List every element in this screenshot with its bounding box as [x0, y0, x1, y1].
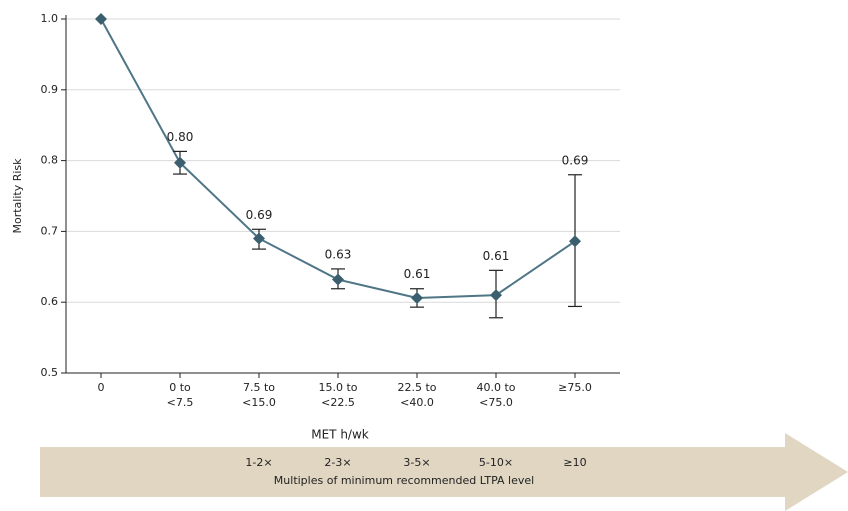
- marker: [253, 232, 265, 245]
- x-tick-label: <7.5: [167, 396, 194, 409]
- y-tick-label: 0.7: [41, 224, 59, 237]
- y-tick-label: 0.8: [41, 154, 59, 167]
- x-tick-label: <15.0: [242, 396, 276, 409]
- x-axis-label: MET h/wk: [311, 428, 369, 442]
- x-tick-label: ≥75.0: [558, 381, 592, 394]
- marker: [332, 273, 344, 286]
- y-axis-label: Mortality Risk: [11, 158, 24, 234]
- x-tick-label: 0 to: [169, 381, 191, 394]
- value-label: 0.63: [325, 247, 352, 261]
- multiple-label: 2-3×: [324, 456, 351, 469]
- multiple-label: 3-5×: [403, 456, 430, 469]
- marker: [411, 291, 423, 304]
- multiples-arrow: [40, 433, 848, 511]
- value-label: 0.69: [246, 208, 273, 222]
- y-tick-label: 0.5: [41, 366, 59, 379]
- multiple-label: ≥10: [563, 456, 586, 469]
- y-tick-label: 0.6: [41, 295, 59, 308]
- x-tick-label: <40.0: [400, 396, 434, 409]
- y-tick-label: 0.9: [41, 83, 59, 96]
- marker: [490, 289, 502, 302]
- x-tick-label: 0: [98, 381, 105, 394]
- x-tick-label: 7.5 to: [243, 381, 275, 394]
- value-label: 0.61: [404, 267, 431, 281]
- value-label: 0.61: [483, 249, 510, 263]
- value-label: 0.69: [562, 153, 589, 167]
- x-tick-label: <75.0: [479, 396, 513, 409]
- marker: [174, 156, 186, 169]
- x-tick-label: 22.5 to: [397, 381, 436, 394]
- multiple-label: 5-10×: [479, 456, 513, 469]
- multiple-label: 1-2×: [245, 456, 272, 469]
- marker: [95, 13, 107, 25]
- x-tick-label: 40.0 to: [476, 381, 515, 394]
- multiples-caption: Multiples of minimum recommended LTPA le…: [274, 474, 534, 487]
- marker: [569, 235, 581, 248]
- x-tick-label: 15.0 to: [318, 381, 357, 394]
- y-tick-label: 1.0: [41, 12, 59, 25]
- value-label: 0.80: [167, 130, 194, 144]
- x-tick-label: <22.5: [321, 396, 355, 409]
